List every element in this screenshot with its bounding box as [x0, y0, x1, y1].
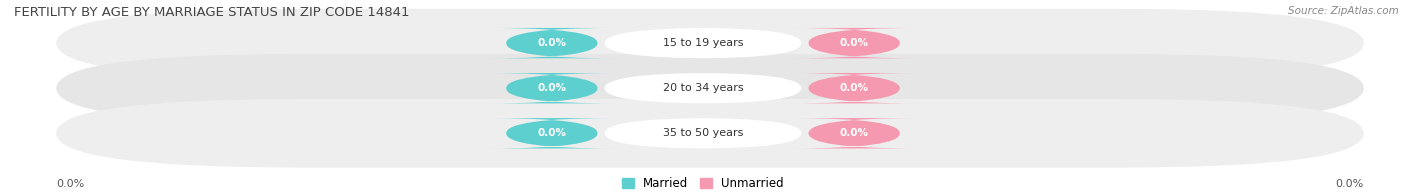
FancyBboxPatch shape: [489, 28, 616, 58]
Text: 0.0%: 0.0%: [56, 179, 84, 189]
FancyBboxPatch shape: [605, 73, 801, 103]
Text: FERTILITY BY AGE BY MARRIAGE STATUS IN ZIP CODE 14841: FERTILITY BY AGE BY MARRIAGE STATUS IN Z…: [14, 6, 409, 19]
Text: 0.0%: 0.0%: [839, 38, 869, 48]
Text: 35 to 50 years: 35 to 50 years: [662, 128, 744, 138]
Legend: Married, Unmarried: Married, Unmarried: [621, 177, 785, 190]
Text: 0.0%: 0.0%: [537, 38, 567, 48]
FancyBboxPatch shape: [56, 54, 1364, 122]
FancyBboxPatch shape: [605, 28, 801, 58]
FancyBboxPatch shape: [56, 99, 1364, 168]
Text: 0.0%: 0.0%: [537, 83, 567, 93]
Text: 0.0%: 0.0%: [839, 128, 869, 138]
Text: 20 to 34 years: 20 to 34 years: [662, 83, 744, 93]
FancyBboxPatch shape: [56, 9, 1364, 77]
FancyBboxPatch shape: [792, 73, 918, 103]
FancyBboxPatch shape: [792, 28, 918, 58]
FancyBboxPatch shape: [489, 118, 616, 149]
Text: 0.0%: 0.0%: [537, 128, 567, 138]
Text: Source: ZipAtlas.com: Source: ZipAtlas.com: [1288, 6, 1399, 16]
FancyBboxPatch shape: [489, 73, 616, 103]
FancyBboxPatch shape: [792, 118, 918, 149]
FancyBboxPatch shape: [605, 118, 801, 149]
Text: 0.0%: 0.0%: [839, 83, 869, 93]
Text: 15 to 19 years: 15 to 19 years: [662, 38, 744, 48]
Text: 0.0%: 0.0%: [1336, 179, 1364, 189]
